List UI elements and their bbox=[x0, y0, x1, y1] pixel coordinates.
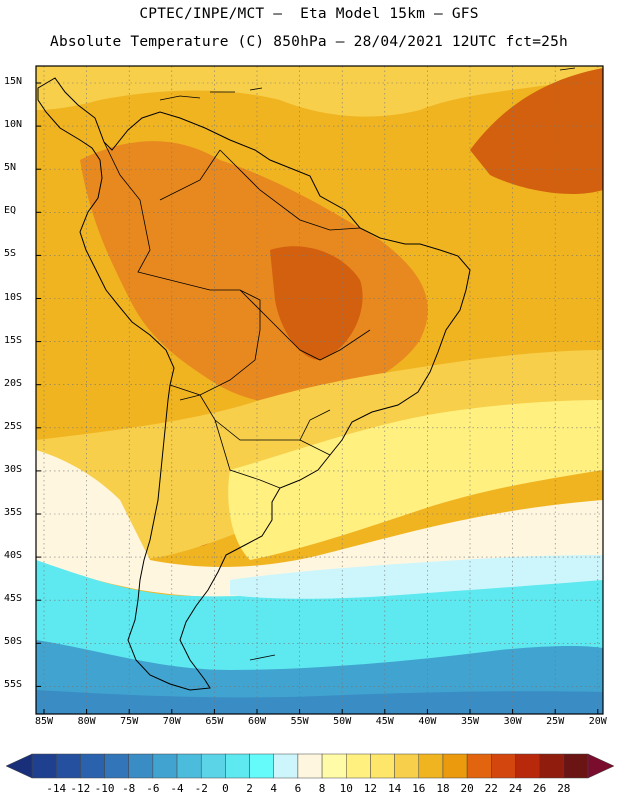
colorbar-tick-label: 16 bbox=[412, 782, 426, 795]
lat-tick-label: 5N bbox=[4, 162, 17, 174]
lon-tick-label: 55W bbox=[290, 716, 309, 727]
colorbar-swatch bbox=[31, 753, 57, 779]
lat-tick-label: 35S bbox=[4, 507, 23, 518]
colorbar-swatch bbox=[539, 753, 565, 779]
colorbar-swatch bbox=[273, 753, 299, 779]
colorbar-tick-label: 6 bbox=[294, 782, 302, 795]
field-light-cyan-patch bbox=[230, 555, 603, 599]
lon-tick-label: 40W bbox=[418, 716, 437, 727]
lon-tick-label: 80W bbox=[77, 716, 96, 727]
colorbar-swatch bbox=[249, 753, 274, 779]
lat-tick-label: 5S bbox=[4, 248, 17, 260]
temperature-field bbox=[36, 66, 603, 714]
colorbar-right-arrow bbox=[587, 753, 615, 779]
colorbar-tick-label: 0 bbox=[222, 782, 229, 795]
caribbean-islands bbox=[159, 67, 576, 661]
colorbar-swatch bbox=[128, 753, 154, 779]
frame-ticks bbox=[36, 82, 599, 714]
colorbar-swatch bbox=[297, 753, 323, 779]
colorbar-swatch bbox=[491, 753, 516, 779]
lat-tick-label: 15N bbox=[4, 76, 23, 87]
colorbar-tick-label: -2 bbox=[194, 782, 208, 795]
colorbar-tick-label: -12 bbox=[70, 782, 91, 795]
lat-tick-label: 10S bbox=[4, 291, 23, 303]
colorbar-tick-label: 22 bbox=[484, 782, 498, 795]
lat-tick-label: 25S bbox=[4, 420, 23, 432]
colorbar-tick-label: 14 bbox=[387, 782, 402, 795]
lat-tick-label: 15S bbox=[4, 334, 23, 346]
colorbar bbox=[5, 753, 615, 779]
colorbar-swatch bbox=[442, 753, 468, 779]
lon-tick-label: 65W bbox=[205, 716, 224, 727]
lat-tick-label: 55S bbox=[4, 679, 23, 691]
map-frame bbox=[35, 65, 604, 715]
colorbar-tick-label: -4 bbox=[170, 782, 184, 795]
colorbar-tick-label: 2 bbox=[246, 782, 253, 795]
country-borders bbox=[103, 141, 371, 489]
colorbar-tick-label: 24 bbox=[508, 782, 523, 795]
colorbar-tick-label: -10 bbox=[94, 782, 115, 795]
colorbar-swatch bbox=[394, 753, 420, 779]
colorbar-tick-label: 8 bbox=[318, 782, 326, 795]
lat-lon-grid bbox=[36, 66, 603, 714]
colorbar-swatch bbox=[200, 753, 226, 779]
field-north-yellow bbox=[36, 66, 603, 117]
lat-tick-label: 30S bbox=[4, 463, 23, 475]
colorbar-tick-label: 4 bbox=[270, 782, 278, 795]
colorbar-tick-label: 28 bbox=[557, 782, 571, 795]
colorbar-swatch bbox=[515, 753, 540, 779]
south-america-coastline bbox=[37, 77, 471, 691]
lon-tick-label: 30W bbox=[503, 716, 522, 727]
colorbar-tick-label: 18 bbox=[436, 782, 450, 795]
lat-tick-label: 45S bbox=[4, 593, 23, 605]
colorbar-swatch bbox=[225, 753, 250, 779]
colorbar-swatch bbox=[346, 753, 371, 779]
lon-tick-label: 50W bbox=[333, 716, 352, 727]
colorbar-tick-label: 10 bbox=[339, 782, 353, 795]
colorbar-left-arrow bbox=[5, 753, 33, 779]
colorbar-swatch bbox=[370, 753, 395, 779]
colorbar-swatch bbox=[152, 753, 178, 779]
colorbar-swatch bbox=[563, 753, 589, 779]
colorbar-swatch bbox=[80, 753, 105, 779]
colorbar-swatch bbox=[104, 753, 129, 779]
field-light-yellow-band bbox=[228, 400, 603, 560]
colorbar-swatch bbox=[176, 753, 202, 779]
lat-tick-label: 40S bbox=[4, 550, 23, 562]
lon-tick-label: 45W bbox=[375, 716, 394, 727]
lon-tick-label: 25W bbox=[546, 716, 565, 727]
map-title-line1: CPTEC/INPE/MCT – Eta Model 15km – GFS bbox=[139, 6, 479, 22]
colorbar-tick-label: 12 bbox=[363, 782, 378, 795]
field-deep-blue-band bbox=[36, 690, 603, 714]
map-title-line2: Absolute Temperature (C) 850hPa – 28/04/… bbox=[50, 34, 568, 50]
field-hot-spot-central-brazil bbox=[270, 246, 363, 360]
colorbar-tick-label: 26 bbox=[533, 782, 547, 795]
colorbar-swatch bbox=[466, 753, 492, 779]
colorbar-tick-label: -6 bbox=[146, 782, 160, 795]
colorbar-tick-label: -14 bbox=[46, 782, 67, 795]
colorbar-swatch bbox=[55, 753, 81, 779]
lon-tick-label: 60W bbox=[247, 716, 267, 727]
lon-tick-label: 70W bbox=[162, 716, 181, 727]
colorbar-swatch bbox=[321, 753, 347, 779]
lat-tick-label: 50S bbox=[4, 636, 23, 648]
lon-tick-label: 85W bbox=[34, 716, 54, 727]
lon-tick-label: 75W bbox=[120, 716, 139, 727]
lat-tick-label: 10N bbox=[4, 119, 23, 131]
colorbar-tick-label: 20 bbox=[460, 782, 474, 795]
lat-tick-label: EQ bbox=[4, 205, 17, 217]
lon-tick-label: 35W bbox=[460, 716, 480, 727]
lon-tick-label: 20W bbox=[588, 716, 607, 727]
colorbar-tick-label: -8 bbox=[122, 782, 136, 795]
lat-tick-label: 20S bbox=[4, 377, 23, 389]
colorbar-swatch bbox=[418, 753, 444, 779]
field-northeast-hot bbox=[470, 68, 603, 195]
